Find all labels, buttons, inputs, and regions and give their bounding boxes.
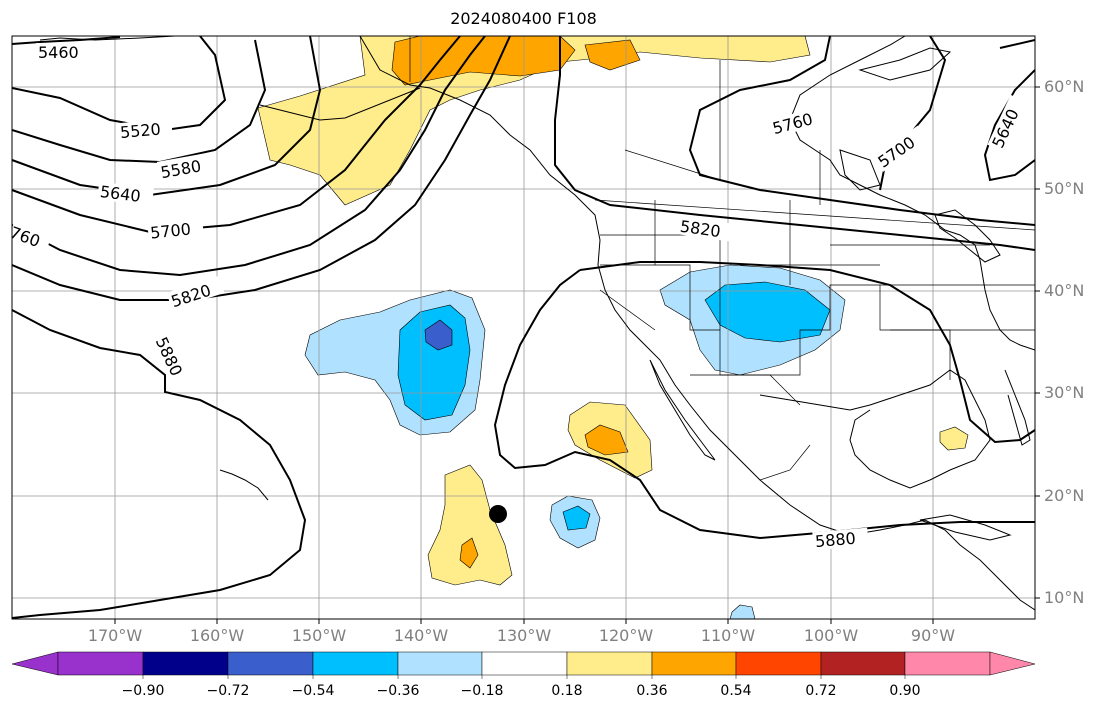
contour-label: 5520 <box>119 120 161 142</box>
negative-anomaly-south-edge <box>729 604 756 619</box>
political-borders <box>409 36 1035 481</box>
contour-labels: 5460 5520 5580 5640 5700 760 5820 5880 5… <box>7 43 1027 551</box>
colorbar-underflow <box>11 651 59 676</box>
positive-anomaly-hawaii-east-core <box>459 537 479 569</box>
contour-5880-east <box>579 261 1035 444</box>
colorbar-tick-label: 0.54 <box>720 683 752 699</box>
lon-label: 120°W <box>598 626 654 645</box>
colorbar-tick-label: −0.36 <box>376 683 420 699</box>
contour-label: 5640 <box>99 182 142 206</box>
colorbar-tick-label: −0.72 <box>206 683 250 699</box>
colorbar-tick-label: 0.18 <box>551 683 583 699</box>
lon-label: 150°W <box>291 626 347 645</box>
negative-anomaly-southwest-core <box>704 281 831 343</box>
positive-anomaly-gulf <box>939 426 969 451</box>
lon-label: 100°W <box>803 626 859 645</box>
colorbar-tick-label: −0.18 <box>460 683 504 699</box>
lat-label: 10°N <box>1044 588 1085 607</box>
colorbar-swatch <box>904 651 991 676</box>
lon-label: 130°W <box>496 626 552 645</box>
colorbar-swatch <box>142 651 229 676</box>
contour-5760-west <box>12 36 486 277</box>
hudson-bay <box>839 149 881 191</box>
colorbar-tick-label: 0.90 <box>889 683 921 699</box>
lon-label: 170°W <box>87 626 143 645</box>
colorbar-swatch <box>820 651 906 676</box>
gulf-of-mexico-coast <box>759 369 991 489</box>
lon-label: 90°W <box>910 626 956 645</box>
lat-label: 20°N <box>1044 486 1085 505</box>
arctic-islands <box>858 47 952 81</box>
florida <box>1004 369 1031 446</box>
positive-anomaly-hawaii-east <box>427 464 513 586</box>
cuba <box>919 514 1012 541</box>
contour-5640 <box>12 36 322 197</box>
colorbar <box>11 651 1036 679</box>
colorbar-swatch <box>227 651 314 676</box>
contour-5520 <box>12 36 227 132</box>
contour-5880-west <box>12 309 307 619</box>
alaska-coast <box>39 36 176 41</box>
contour-5760-north <box>688 36 1035 226</box>
lon-label: 140°W <box>393 626 449 645</box>
contour-label: 5700 <box>149 219 191 242</box>
baja-california <box>649 359 716 461</box>
lat-label: 50°N <box>1044 179 1085 198</box>
aleutian-chain <box>259 87 421 121</box>
colorbar-swatch <box>651 651 737 676</box>
contour-5580 <box>12 39 267 164</box>
colorbar-swatch <box>397 651 483 676</box>
colorbar-tick-label: 0.36 <box>636 683 668 699</box>
contour-5460 <box>12 36 121 45</box>
contour-label: 5880 <box>814 529 856 551</box>
colorbar-overflow <box>989 651 1036 676</box>
contour-5700 <box>12 36 461 234</box>
contour-label: 5460 <box>38 43 79 62</box>
east-coast <box>789 36 1035 351</box>
contour-5640-ne <box>999 39 1035 49</box>
colorbar-swatch <box>481 651 568 676</box>
colorbar-swatch <box>735 651 822 676</box>
contour-5820-north <box>554 36 1035 251</box>
colorbar-swatch <box>57 651 144 676</box>
map-title: 2024080400 F108 <box>450 9 597 28</box>
lon-label: 110°W <box>700 626 756 645</box>
colorbar-tick-label: 0.72 <box>805 683 837 699</box>
colorbar-swatch <box>566 651 653 676</box>
positive-anomaly-subtropics-core <box>584 424 629 456</box>
contour-5640-north <box>983 69 1035 182</box>
hawaii-islands <box>219 469 269 501</box>
map-background <box>12 36 1035 619</box>
negative-anomaly-pacific-center <box>424 319 453 351</box>
anomaly-shading <box>257 36 969 619</box>
lat-label: 60°N <box>1044 77 1085 96</box>
colorbar-tick-label: −0.90 <box>121 683 165 699</box>
contour-5820-west <box>12 36 511 301</box>
lat-label: 40°N <box>1044 281 1085 300</box>
axis-ticks <box>114 86 1040 624</box>
lon-label: 160°W <box>189 626 245 645</box>
lat-label: 30°N <box>1044 383 1085 402</box>
colorbar-tick-label: −0.54 <box>291 683 335 699</box>
storm-center-marker <box>489 505 507 523</box>
colorbar-swatch <box>312 651 399 676</box>
negative-anomaly-small-core <box>562 505 591 531</box>
